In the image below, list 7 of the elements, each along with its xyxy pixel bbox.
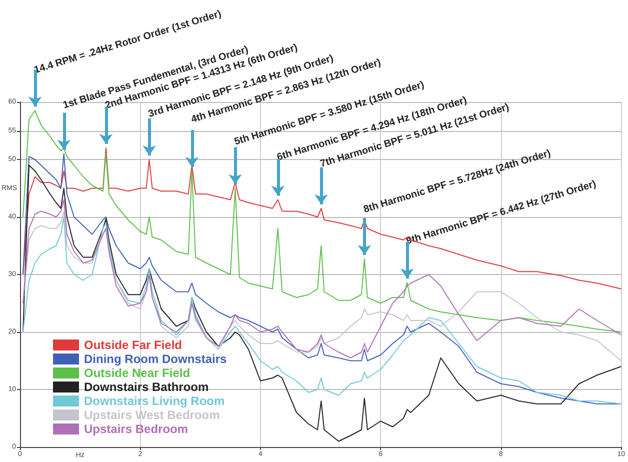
legend-label: Outside Near Field bbox=[84, 366, 190, 380]
legend-label: Upstairs Bedroom bbox=[84, 422, 188, 436]
legend-label: Downstairs Bathroom bbox=[84, 380, 209, 394]
legend-label: Downstairs Living Room bbox=[84, 394, 225, 408]
legend-label: Upstairs West Bedroom bbox=[84, 408, 220, 422]
legend-label: Dining Room Downstairs bbox=[84, 352, 227, 366]
legend-label: Outside Far Field bbox=[84, 338, 182, 352]
